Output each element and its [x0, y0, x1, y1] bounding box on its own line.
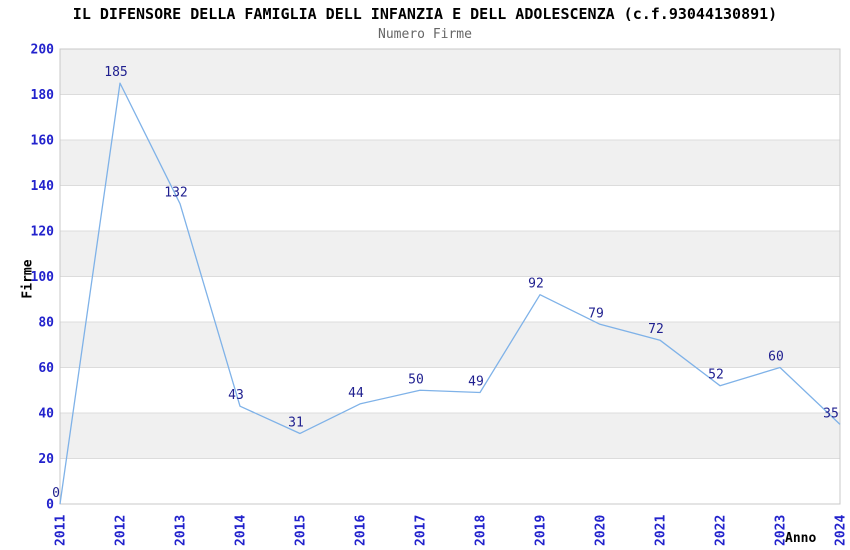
y-tick-label: 0 [46, 498, 54, 513]
plot-band [60, 458, 840, 504]
data-label: 92 [528, 277, 544, 292]
x-tick-label: 2021 [654, 515, 669, 546]
data-label: 49 [468, 375, 484, 390]
data-label: 60 [768, 350, 784, 365]
x-tick-label: 2020 [594, 515, 609, 546]
data-label: 35 [823, 406, 839, 421]
y-tick-label: 120 [31, 225, 55, 240]
plot-band [60, 94, 840, 140]
x-tick-label: 2019 [534, 515, 549, 546]
data-label: 185 [104, 65, 127, 80]
y-tick-label: 80 [38, 316, 54, 331]
y-tick-label: 160 [31, 134, 55, 149]
plot-band [60, 185, 840, 231]
data-label: 50 [408, 372, 424, 387]
x-tick-label: 2017 [414, 515, 429, 546]
x-tick-label: 2011 [54, 515, 69, 546]
chart-title: IL DIFENSORE DELLA FAMIGLIA DELL INFANZI… [72, 5, 778, 23]
x-tick-label: 2012 [114, 515, 129, 546]
data-label: 44 [348, 386, 364, 401]
chart-subtitle: Numero Firme [378, 27, 472, 42]
y-axis-label: Firme [20, 259, 36, 299]
data-label: 52 [708, 368, 724, 383]
plot-band [60, 276, 840, 322]
plot-band [60, 231, 840, 277]
y-tick-label: 100 [31, 270, 55, 285]
plot-band [60, 413, 840, 459]
plot-band [60, 140, 840, 186]
data-label: 72 [648, 322, 664, 337]
plot-band [60, 367, 840, 413]
x-tick-label: 2018 [474, 515, 489, 546]
x-tick-label: 2015 [294, 515, 309, 546]
plot-band [60, 49, 840, 95]
data-label: 0 [52, 486, 60, 501]
data-label: 43 [228, 388, 244, 403]
x-tick-label: 2023 [774, 515, 789, 546]
data-label: 79 [588, 306, 604, 321]
plot-border [59, 48, 841, 505]
x-tick-label: 2013 [174, 515, 189, 546]
x-axis-label: Anno [785, 531, 817, 546]
y-tick-label: 20 [38, 452, 54, 467]
x-tick-label: 2022 [714, 515, 729, 546]
y-tick-label: 60 [38, 361, 54, 376]
y-tick-label: 40 [38, 407, 54, 422]
y-tick-label: 180 [31, 88, 55, 103]
x-tick-label: 2016 [354, 515, 369, 546]
y-tick-label: 140 [31, 179, 55, 194]
plot-band [60, 322, 840, 368]
x-tick-label: 2014 [234, 515, 249, 546]
x-tick-label: 2024 [834, 515, 849, 546]
y-tick-label: 200 [31, 43, 55, 58]
data-label: 132 [164, 186, 187, 201]
data-label: 31 [288, 415, 304, 430]
data-series-line [59, 82, 841, 505]
